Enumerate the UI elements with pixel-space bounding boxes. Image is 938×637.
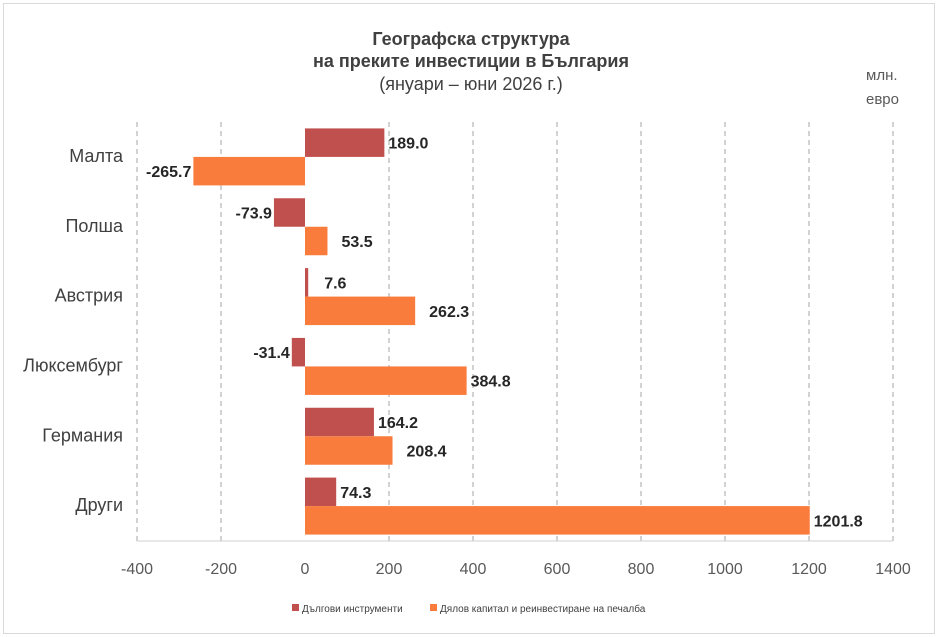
data-label: -265.7 (146, 164, 191, 181)
bar-equity (305, 506, 810, 535)
data-label: 74.3 (340, 485, 371, 502)
category-label: Други (75, 495, 123, 515)
x-tick-label: 200 (376, 561, 403, 578)
chart-title-line: (януари – юни 2026 г.) (379, 74, 562, 94)
category-label: Полша (65, 216, 123, 236)
x-tick-label: -400 (121, 561, 153, 578)
legend-label: Дългови инструменти (302, 604, 403, 615)
unit-label: евро (866, 91, 899, 108)
legend-swatch-debt (292, 604, 299, 611)
data-label: 53.5 (341, 234, 372, 251)
x-tick-label: 1200 (791, 561, 827, 578)
data-label: -31.4 (253, 345, 290, 362)
x-tick-label: 1000 (707, 561, 743, 578)
data-label: -73.9 (235, 206, 272, 223)
data-label: 262.3 (429, 304, 469, 321)
chart-title-line: на преките инвестиции в България (313, 51, 629, 71)
legend-swatch-equity (430, 604, 437, 611)
chart-title-line: Географска структура (372, 29, 570, 49)
bar-equity (193, 156, 305, 186)
data-label: 1201.8 (814, 513, 863, 530)
category-label: Германия (42, 425, 123, 445)
data-label: 208.4 (407, 444, 447, 461)
data-label: 164.2 (378, 415, 418, 432)
bar-debt (305, 407, 374, 437)
bar-equity (305, 296, 416, 326)
bar-debt (305, 477, 337, 507)
bar-equity (305, 436, 393, 465)
x-tick-label: 0 (301, 561, 310, 578)
x-tick-label: 1400 (875, 561, 911, 578)
data-label: 7.6 (324, 275, 346, 292)
data-label: 189.0 (388, 136, 428, 153)
bar-debt (291, 337, 305, 367)
x-tick-label: 400 (460, 561, 487, 578)
bar-equity (305, 226, 328, 256)
category-label: Австрия (55, 286, 123, 306)
unit-label: млн. (866, 67, 898, 84)
category-label: Малта (69, 146, 124, 166)
bar-debt (305, 268, 309, 297)
category-label: Люксембург (23, 356, 123, 376)
bar-equity (305, 366, 467, 395)
x-tick-label: 800 (628, 561, 655, 578)
data-label: 384.8 (471, 374, 511, 391)
bar-debt (305, 128, 385, 157)
x-tick-label: -200 (205, 561, 237, 578)
legend-label: Дялов капитал и реинвестиране на печалба (440, 603, 646, 615)
x-tick-label: 600 (544, 561, 571, 578)
bar-debt (273, 198, 305, 227)
